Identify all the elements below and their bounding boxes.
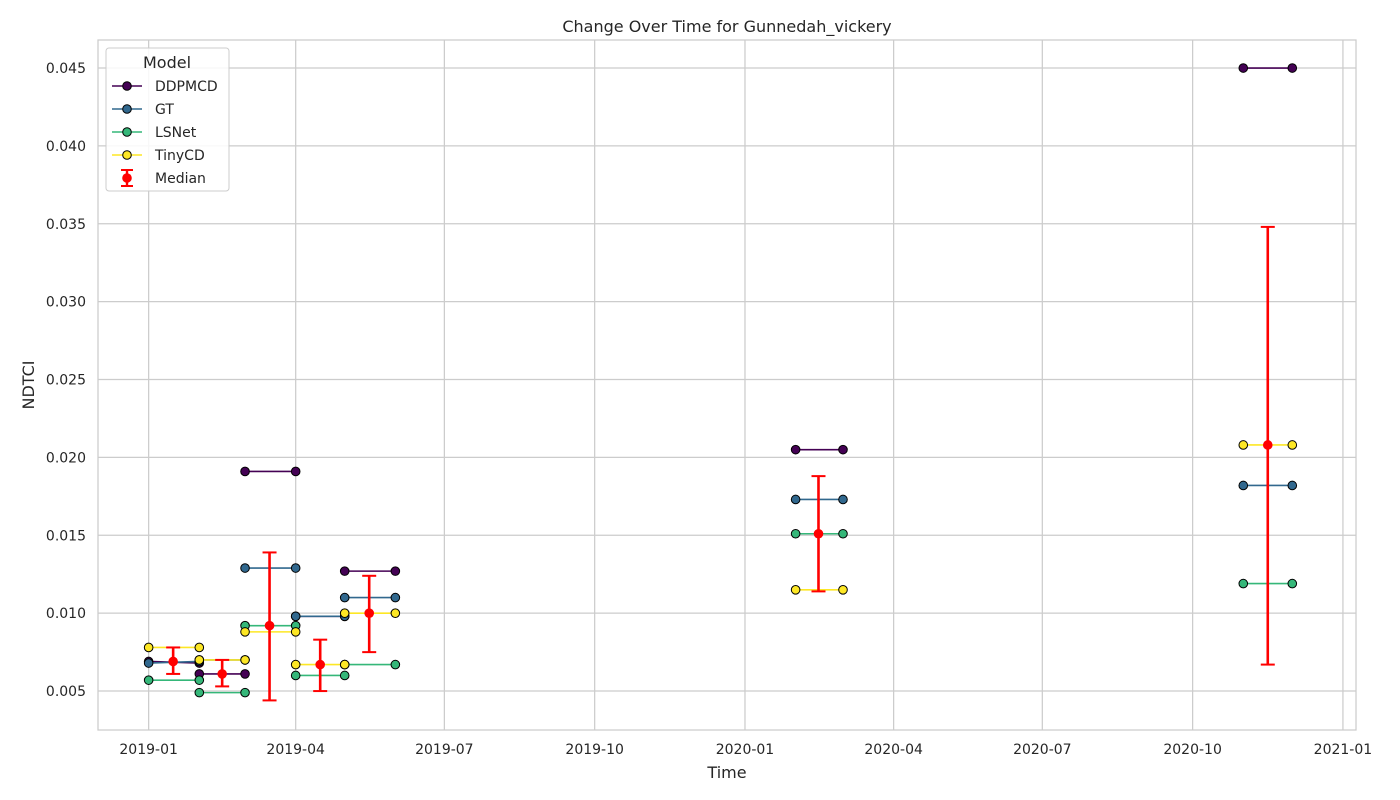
data-point: [1238, 440, 1249, 450]
legend-marker: [122, 150, 132, 160]
legend-marker: [122, 104, 132, 114]
data-point: [838, 528, 848, 539]
legend-entries: DDPMCD GT LSNet TinyCD Median: [112, 79, 218, 187]
legend-label: Median: [155, 171, 206, 187]
data-point: [339, 659, 350, 670]
data-point: [240, 627, 250, 637]
data-point: [194, 655, 205, 665]
x-tick-label: 2020-10: [1163, 742, 1222, 758]
data-point: [1287, 63, 1298, 73]
data-point: [838, 494, 848, 505]
data-point: [240, 466, 250, 477]
chart-title: Change Over Time for Gunnedah_vickery: [562, 17, 891, 37]
data-point: [838, 444, 848, 455]
data-point: [143, 642, 154, 653]
legend-label: TinyCD: [154, 148, 205, 164]
y-tick-label: 0.010: [46, 606, 86, 622]
data-point: [290, 659, 301, 670]
data-point: [290, 563, 301, 573]
data-point: [143, 658, 154, 668]
legend-median-marker: [122, 173, 132, 183]
data-point: [240, 563, 250, 573]
data-point: [339, 592, 350, 603]
y-tick-label: 0.030: [46, 295, 86, 311]
data-point: [390, 659, 401, 670]
data-point: [390, 592, 401, 603]
data-point: [1238, 63, 1249, 73]
legend-marker: [122, 81, 132, 91]
data-point: [1238, 578, 1249, 589]
median-point: [168, 656, 178, 667]
median-point: [813, 528, 824, 539]
legend-label: DDPMCD: [155, 79, 218, 95]
data-point: [240, 687, 250, 698]
data-point: [390, 608, 401, 618]
data-point: [339, 670, 350, 681]
data-point: [790, 528, 801, 539]
median-point: [364, 608, 375, 618]
data-point: [790, 494, 801, 505]
data-point: [790, 444, 801, 455]
x-tick-label: 2020-07: [1013, 742, 1072, 758]
legend-title: Model: [143, 53, 191, 72]
data-point: [290, 670, 301, 681]
x-tick-label: 2019-10: [565, 742, 624, 758]
median-layer: [166, 225, 1275, 702]
data-point: [240, 669, 250, 679]
y-tick-label: 0.040: [46, 139, 86, 155]
data-point: [1287, 578, 1298, 589]
legend-marker: [122, 127, 132, 137]
median-point: [217, 669, 227, 679]
data-point: [290, 466, 301, 477]
median-point: [264, 620, 275, 631]
data-point: [143, 675, 154, 685]
data-point: [838, 585, 848, 595]
y-tick-label: 0.025: [46, 373, 86, 389]
legend: Model DDPMCD GT LSNet TinyCD Median: [105, 47, 230, 192]
x-tick-label: 2020-01: [716, 742, 775, 758]
y-tick-label: 0.005: [46, 684, 86, 700]
x-tick-label: 2021-01: [1314, 742, 1373, 758]
y-tick-label: 0.015: [46, 528, 86, 544]
y-tick-label: 0.045: [46, 61, 86, 77]
data-point: [1238, 480, 1249, 491]
grid-lines: [98, 40, 1356, 730]
series-lsnet: [143, 528, 1298, 698]
median-point: [1262, 440, 1273, 450]
data-point: [1287, 480, 1298, 491]
data-point: [390, 566, 401, 576]
x-axis-label: Time: [706, 763, 746, 782]
plot-frame: [97, 39, 1357, 731]
y-tick-labels: 0.005 0.010 0.015 0.020 0.025 0.030 0.035 0.040…: [46, 61, 86, 700]
data-point: [240, 655, 250, 665]
x-tick-label: 2020-04: [864, 742, 923, 758]
data-point: [194, 675, 205, 685]
legend-label: LSNet: [155, 125, 197, 141]
data-point: [1287, 440, 1298, 450]
y-tick-label: 0.020: [46, 450, 86, 466]
median-point: [315, 659, 325, 670]
data-point: [339, 566, 350, 576]
data-point: [194, 642, 205, 653]
legend-label: GT: [155, 102, 174, 118]
data-point: [194, 687, 205, 698]
data-point: [290, 627, 301, 637]
x-tick-label: 2019-01: [119, 742, 178, 758]
x-tick-label: 2019-07: [415, 742, 474, 758]
x-tick-label: 2019-04: [266, 742, 325, 758]
x-tick-labels: 2019-01 2019-04 2019-07 2019-10 2020-01 2020-…: [119, 742, 1372, 758]
data-point: [790, 585, 801, 595]
data-point: [339, 608, 350, 618]
y-tick-label: 0.035: [46, 217, 86, 233]
y-axis-label: NDTCI: [19, 360, 38, 409]
data-point: [290, 611, 301, 622]
